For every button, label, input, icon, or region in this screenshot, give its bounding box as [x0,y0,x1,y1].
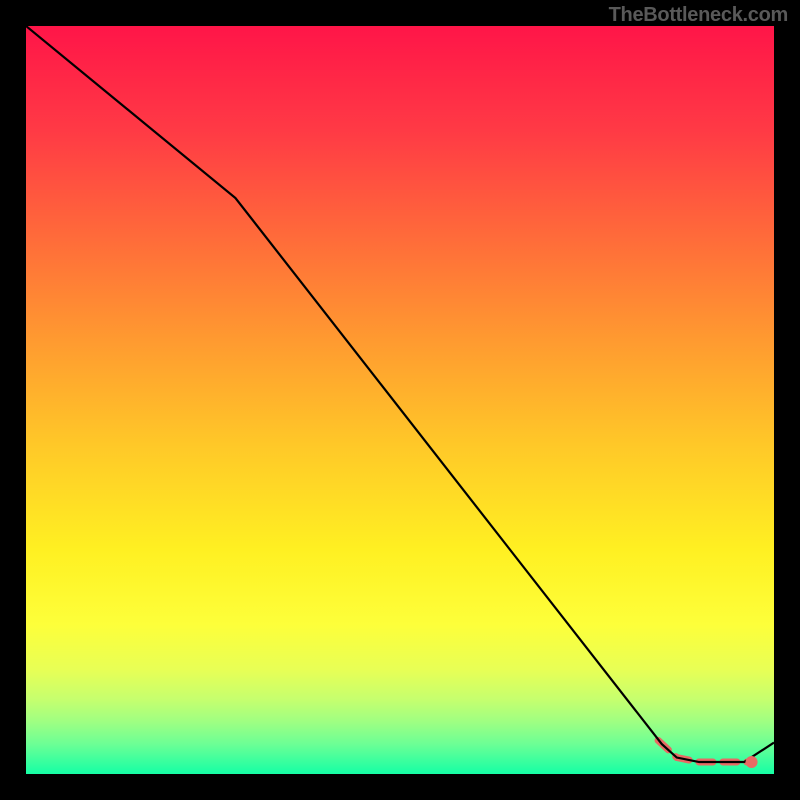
highlight-dashed-line [658,740,752,762]
highlight-marker [746,756,758,768]
watermark-text: TheBottleneck.com [609,4,788,27]
plot-svg [26,26,774,774]
plot-area [26,26,774,774]
main-curve [26,26,774,762]
chart-frame: TheBottleneck.com [0,0,800,800]
